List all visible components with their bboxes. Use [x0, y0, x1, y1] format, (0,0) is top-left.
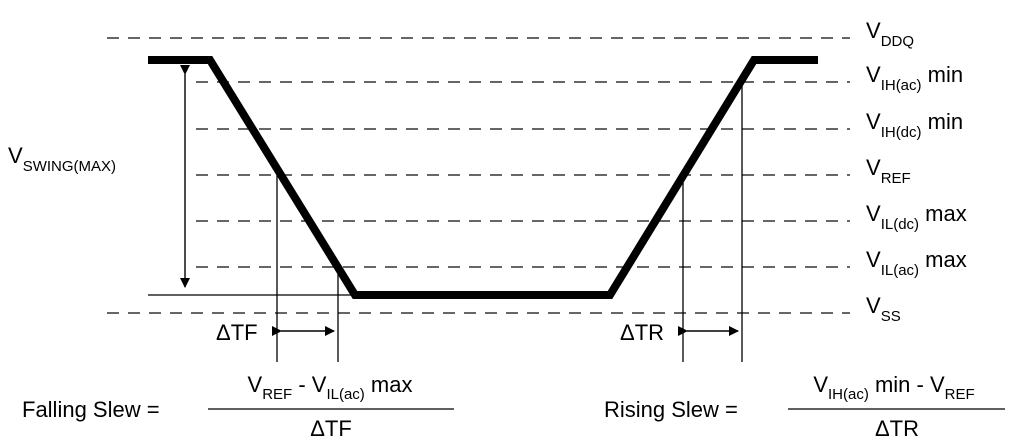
rising-slew-denominator: ΔTR: [875, 416, 919, 441]
falling-slew-label: Falling Slew =: [22, 397, 160, 422]
level-label-vref: VREF: [866, 155, 911, 187]
rising-slew-label: Rising Slew =: [604, 397, 738, 422]
level-label-vih-dc: VIH(dc) min: [866, 109, 963, 141]
falling-slew-denominator: ΔTF: [310, 416, 352, 441]
falling-slew-numerator: VREF - VIL(ac) max: [248, 372, 413, 403]
delta-tf-label: ΔTF: [216, 320, 258, 345]
delta-tr-label: ΔTR: [620, 320, 664, 345]
swing-label: VSWING(MAX): [8, 143, 116, 175]
level-label-vih-ac: VIH(ac) min: [866, 62, 963, 94]
rising-slew-numerator: VIH(ac) min - VREF: [813, 372, 974, 403]
signal-waveform: [148, 56, 818, 299]
level-label-vss: VSS: [866, 293, 901, 325]
level-label-vddq: VDDQ: [866, 18, 914, 50]
level-label-vil-dc: VIL(dc) max: [866, 201, 967, 233]
level-label-vil-ac: VIL(ac) max: [866, 247, 967, 279]
